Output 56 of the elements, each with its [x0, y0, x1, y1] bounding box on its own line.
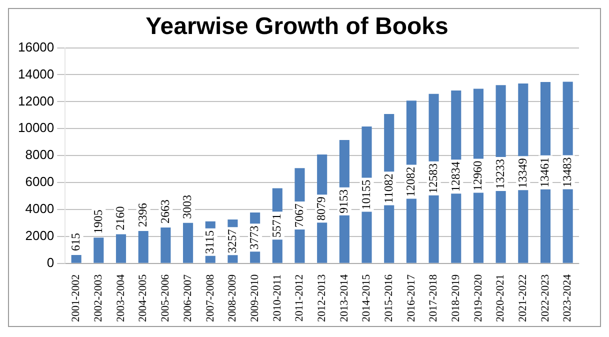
x-tick-label: 2013-2014 [338, 274, 350, 322]
x-tick-label: 2010-2011 [271, 274, 284, 322]
x-tick-label: 2009-2010 [248, 274, 261, 322]
data-label: 13349 [515, 158, 530, 188]
y-tick-label: 8000 [25, 147, 54, 162]
data-label: 2663 [158, 199, 172, 224]
data-label: 13483 [560, 157, 574, 188]
x-tick-label: 2011-2012 [294, 274, 306, 322]
x-tick-label: 2012-2013 [316, 274, 328, 322]
data-label: 5571 [270, 214, 284, 238]
y-tick-label: 6000 [25, 174, 54, 190]
data-label: 12960 [470, 160, 485, 191]
x-tick-label: 2004-2005 [137, 274, 150, 322]
data-label: 12583 [426, 163, 440, 194]
x-tick-label: 2018-2019 [450, 274, 462, 322]
y-tick-label: 14000 [18, 66, 54, 82]
x-tick-label: 2008-2009 [226, 274, 239, 322]
data-label: 3003 [180, 194, 194, 219]
data-label: 3773 [247, 226, 262, 250]
x-tick-label: 2020-2021 [494, 274, 507, 322]
x-tick-label: 2015-2016 [382, 274, 395, 322]
data-label: 11082 [381, 174, 396, 204]
data-label: 12834 [448, 162, 462, 192]
y-tick-label: 10000 [18, 120, 54, 136]
data-label: 2396 [136, 203, 150, 228]
data-label: 13461 [538, 157, 552, 188]
chart-title: Yearwise Growth of Books [146, 13, 448, 40]
data-label: 12082 [404, 166, 418, 197]
x-tick-label: 2023-2024 [562, 274, 574, 322]
x-tick-label: 2014-2015 [360, 274, 373, 322]
x-tick-label: 2001-2002 [70, 274, 82, 322]
data-label: 9153 [336, 189, 351, 214]
y-tick-label: 2000 [25, 228, 54, 243]
x-tick-label: 2002-2003 [92, 274, 105, 322]
data-label: 1905 [90, 210, 105, 234]
x-tick-label: 2003-2004 [114, 274, 127, 322]
y-tick-label: 16000 [18, 39, 54, 54]
data-label: 13233 [492, 158, 507, 189]
x-tick-label: 2007-2008 [204, 274, 216, 322]
data-label: 3115 [202, 230, 217, 254]
x-tick-label: 2016-2017 [405, 274, 418, 322]
data-label: 2160 [113, 206, 128, 230]
data-label: 10155 [358, 180, 373, 210]
x-tick-label: 2019-2020 [472, 274, 484, 322]
y-tick-label: 12000 [18, 93, 54, 108]
x-tick-label: 2022-2023 [539, 274, 552, 322]
y-tick-label: 4000 [25, 201, 54, 216]
data-label: 7067 [292, 203, 306, 228]
data-label: 3257 [224, 229, 239, 254]
x-tick-label: 2006-2007 [182, 274, 194, 322]
data-label: 615 [68, 233, 82, 252]
x-tick-label: 2021-2022 [517, 274, 530, 322]
y-tick-label: 0 [46, 254, 54, 270]
x-tick-label: 2005-2006 [160, 274, 172, 322]
x-tick-label: 2017-2018 [428, 274, 440, 322]
data-label: 8079 [314, 196, 328, 221]
